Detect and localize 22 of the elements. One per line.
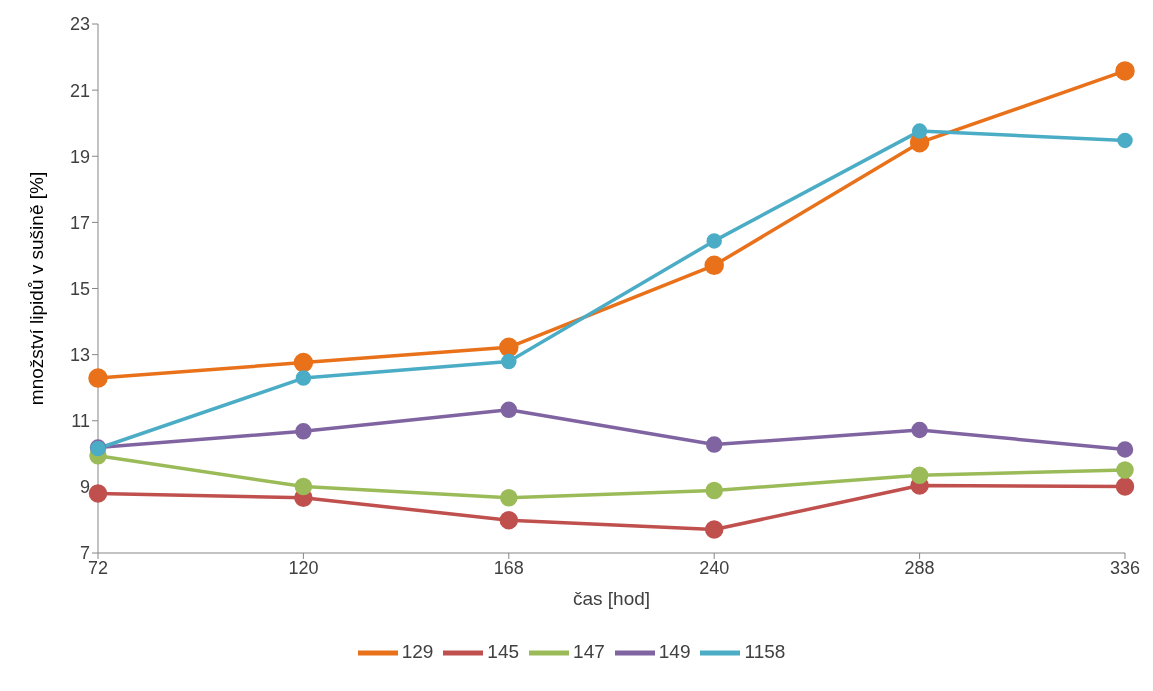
y-tick-label: 13 bbox=[69, 345, 90, 366]
y-tick-label: 9 bbox=[79, 477, 90, 498]
y-axis-title: množství lipidů v sušině [%] bbox=[25, 171, 47, 406]
y-tick-label: 19 bbox=[69, 146, 90, 167]
y-tick-label: 17 bbox=[69, 212, 90, 233]
x-tick-label: 72 bbox=[87, 557, 109, 578]
legend-label: 129 bbox=[401, 641, 434, 663]
legend-label: 1158 bbox=[744, 641, 786, 663]
x-tick-label: 240 bbox=[699, 557, 730, 578]
x-tick-label: 120 bbox=[288, 557, 319, 578]
y-tick-label: 11 bbox=[71, 411, 90, 432]
legend-label: 149 bbox=[658, 641, 691, 663]
legend-label: 147 bbox=[573, 641, 605, 663]
y-tick-label: 7 bbox=[79, 543, 90, 564]
y-tick-label: 15 bbox=[69, 278, 90, 299]
y-tick-label: 23 bbox=[69, 14, 90, 35]
x-tick-label: 336 bbox=[1109, 557, 1141, 578]
y-tick-label: 21 bbox=[69, 80, 90, 101]
legend-label: 145 bbox=[487, 641, 520, 663]
x-tick-label: 168 bbox=[493, 557, 524, 578]
x-tick-label: 288 bbox=[904, 557, 935, 578]
x-axis-title: čas [hod] bbox=[572, 588, 651, 609]
